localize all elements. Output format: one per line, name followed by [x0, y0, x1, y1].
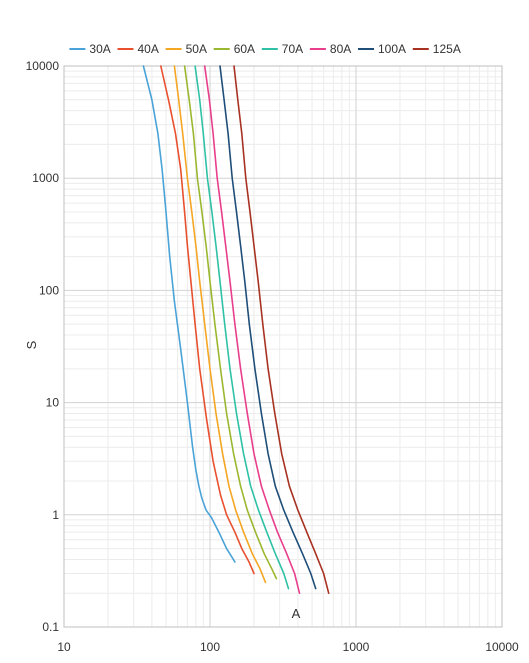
legend-label-70a: 70A: [282, 42, 303, 56]
y-axis-title: S: [24, 340, 39, 349]
legend-label-30a: 30A: [89, 42, 110, 56]
x-tick-label: 100: [200, 640, 220, 654]
plot-border: [63, 65, 503, 628]
legend: 30A 40A 50A 60A 70A 80A 100A 125A: [69, 42, 461, 56]
y-tick-label: 1000: [32, 171, 59, 185]
y-tick-label: 10: [46, 396, 60, 410]
series-lines: [142, 65, 330, 595]
x-tick-label: 10000: [485, 640, 519, 654]
x-tick-label: 1000: [343, 640, 370, 654]
legend-label-125a: 125A: [433, 42, 461, 56]
series-line-30a: [142, 65, 236, 563]
y-tick-label: 10000: [26, 59, 60, 73]
series-line-70a: [194, 65, 290, 590]
legend-label-40a: 40A: [138, 42, 159, 56]
legend-label-50a: 50A: [186, 42, 207, 56]
y-tick-label: 0.1: [42, 620, 59, 634]
legend-label-100a: 100A: [378, 42, 406, 56]
y-tick-label: 100: [39, 283, 59, 297]
axes: 10 100 1000 10000 0.1 1 10 100 1000 10000: [26, 59, 519, 654]
legend-label-80a: 80A: [330, 42, 351, 56]
series-line-125a: [233, 65, 330, 595]
series-line-50a: [173, 65, 267, 584]
series-line-40a: [160, 65, 255, 575]
x-tick-label: 10: [57, 640, 71, 654]
series-line-80a: [203, 65, 301, 595]
series-line-60a: [183, 65, 278, 580]
x-axis-title: A: [292, 606, 301, 621]
grid: [63, 65, 503, 628]
legend-label-60a: 60A: [234, 42, 255, 56]
y-tick-label: 1: [52, 508, 59, 522]
series-line-100a: [219, 65, 317, 590]
